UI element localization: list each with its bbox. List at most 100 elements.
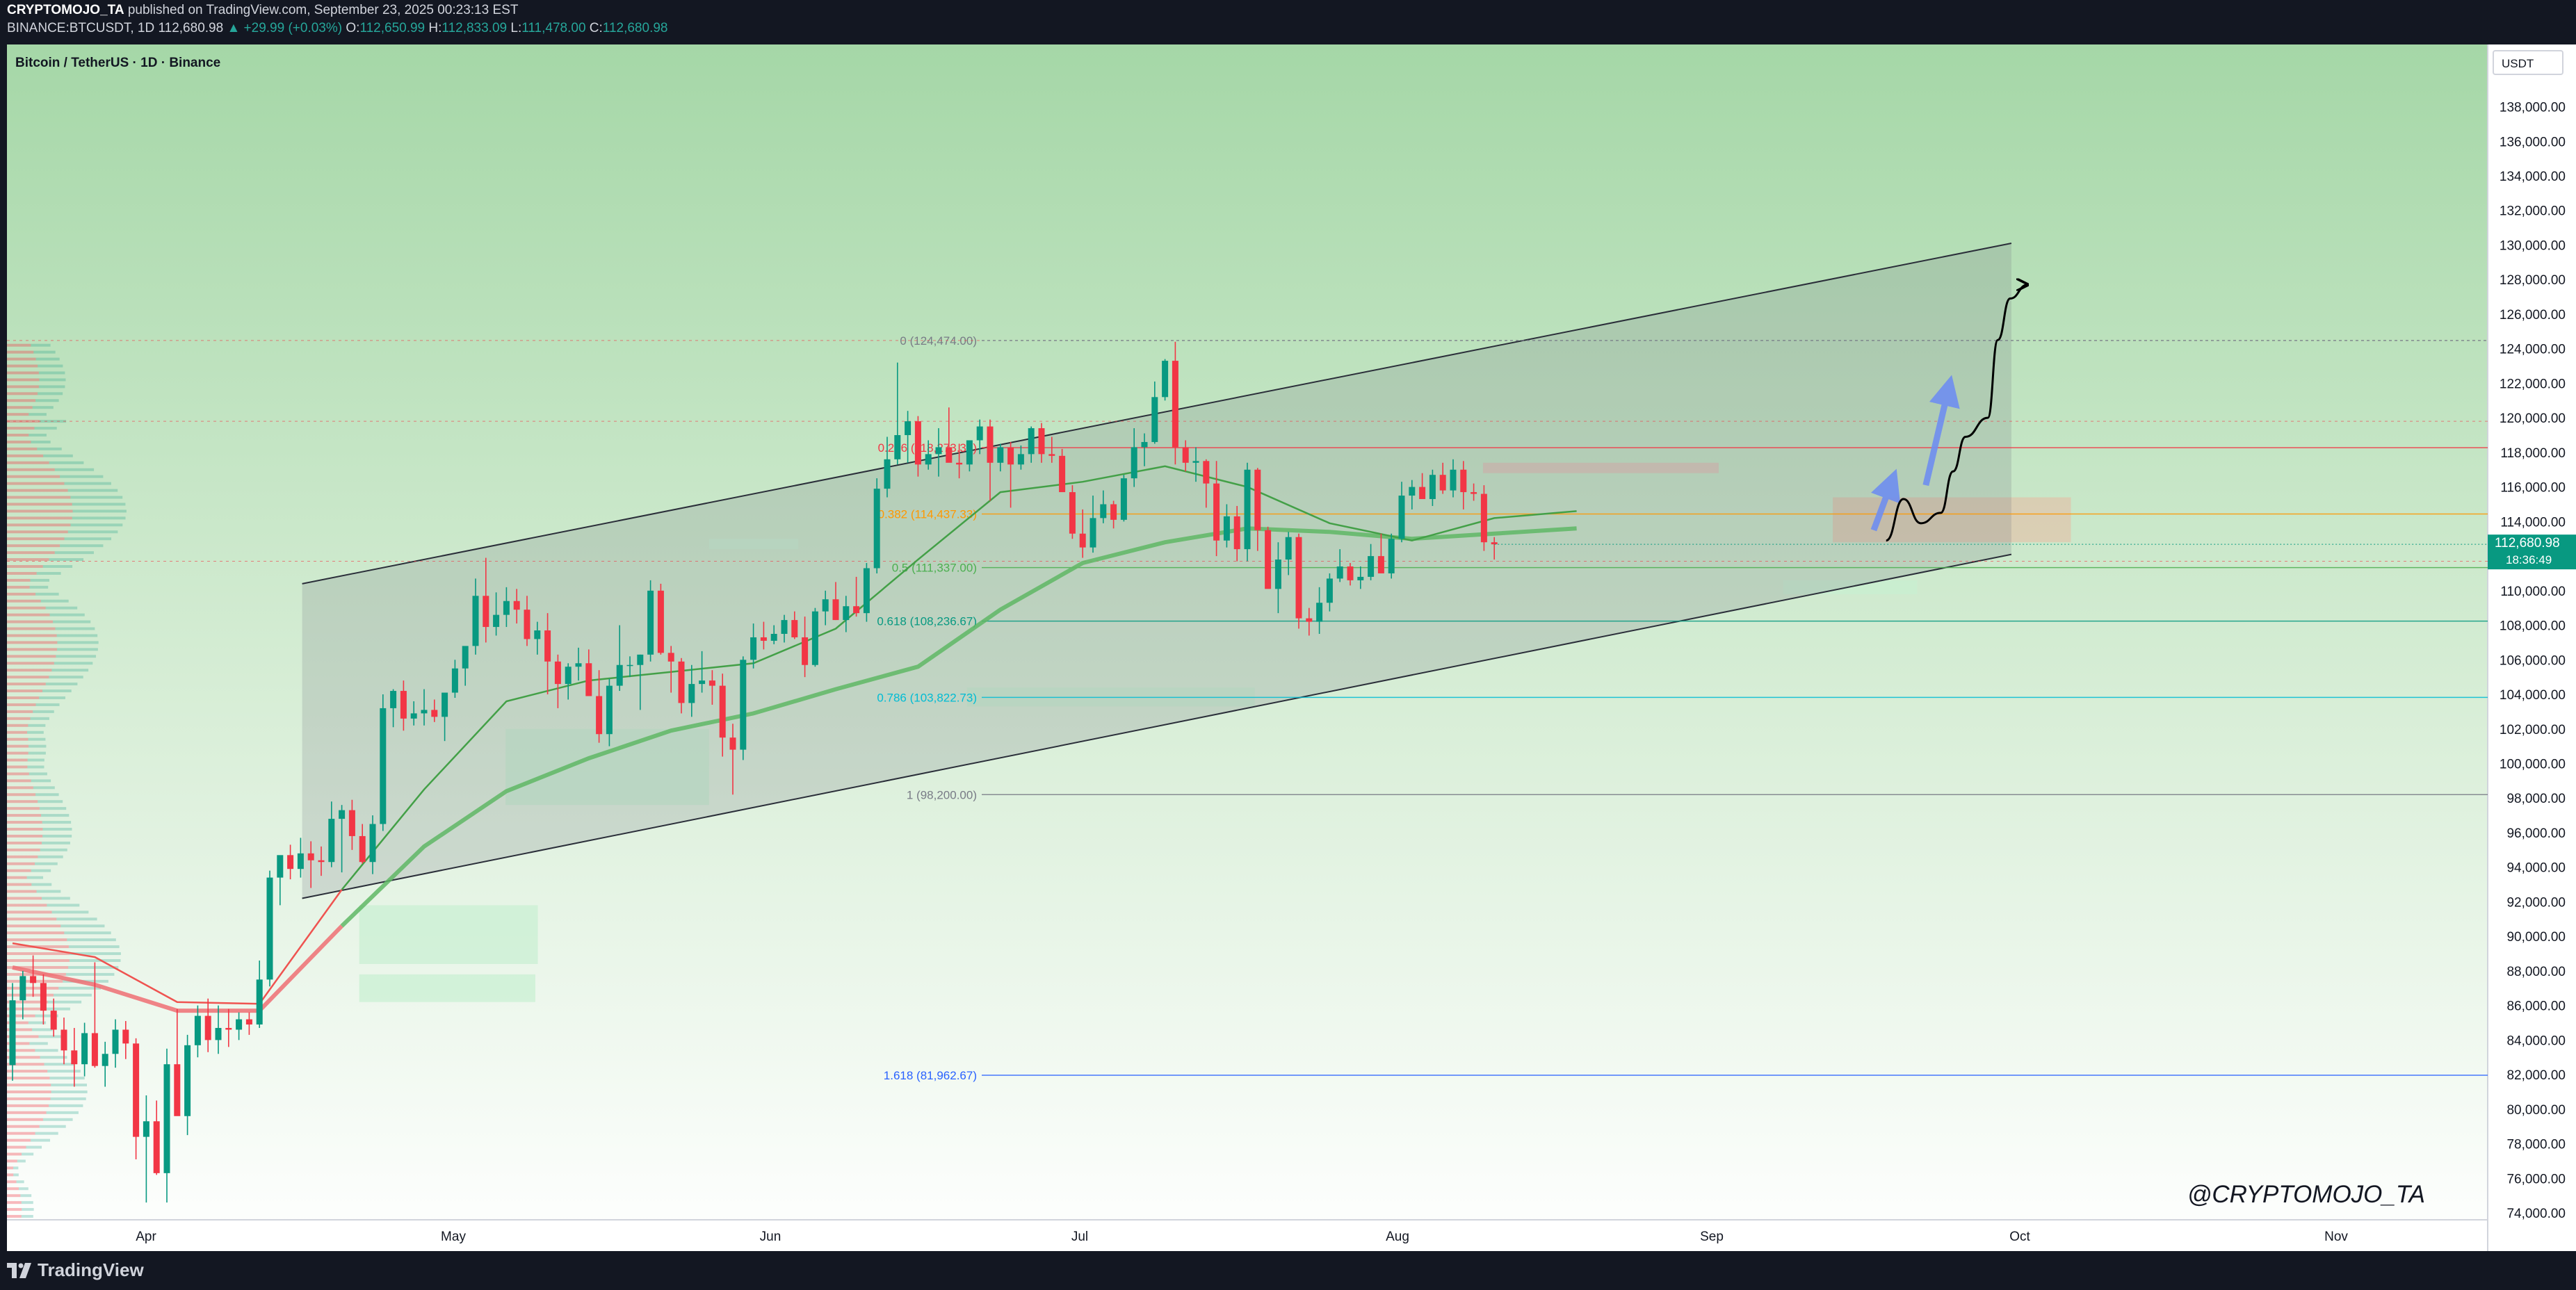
volume-profile-bar (7, 662, 54, 665)
candle-body (1285, 537, 1292, 560)
volume-profile-bar (43, 454, 73, 457)
volume-profile-bar (36, 890, 61, 893)
candle-body (822, 599, 829, 612)
candle-body (925, 454, 932, 465)
chart-header: CRYPTOMOJO_TA published on TradingView.c… (0, 0, 2576, 44)
candle-body (184, 1045, 191, 1116)
volume-profile-bar (35, 592, 59, 596)
candle-body (626, 664, 633, 667)
price-axis[interactable] (2488, 44, 2576, 1251)
fib-level-label: 1 (98,200.00) (907, 788, 977, 801)
candle-body (215, 1027, 222, 1040)
volume-profile-bar (7, 434, 29, 437)
tradingview-logo[interactable]: TradingView (7, 1259, 144, 1281)
volume-profile-bar (7, 1132, 35, 1135)
price-tick-label: 136,000.00 (2500, 135, 2566, 149)
volume-profile-bar (7, 683, 46, 686)
volume-profile-bar (7, 724, 29, 727)
bar-countdown: 18:36:49 (2506, 553, 2552, 566)
price-tick-label: 130,000.00 (2500, 238, 2566, 253)
volume-profile-bar (30, 578, 49, 582)
volume-profile-bar (7, 786, 33, 790)
volume-profile-bar (7, 689, 42, 693)
candle-body (544, 630, 551, 662)
volume-profile-bar (7, 669, 52, 672)
fibonacci-retracement[interactable]: 0 (124,474.00) 0.236 (118,273.34) 0.382 (1… (7, 334, 2488, 1082)
volume-profile-bar (42, 689, 72, 693)
volume-profile-bar (7, 509, 73, 513)
volume-profile-bar (51, 1084, 87, 1087)
volume-profile-bar (51, 1090, 88, 1093)
volume-profile-bar (46, 1111, 79, 1114)
fib-level-label: 0.618 (108,236.67) (877, 615, 977, 628)
volume-profile-bar (7, 454, 44, 457)
price-tick-label: 88,000.00 (2506, 965, 2566, 979)
price-tick-label: 104,000.00 (2500, 688, 2566, 703)
volume-profile-bar (7, 599, 41, 603)
time-axis[interactable] (7, 1220, 2488, 1251)
price-tick-label: 94,000.00 (2506, 861, 2566, 876)
volume-profile-bar (7, 821, 42, 824)
volume-profile-bar (7, 385, 39, 389)
volume-profile-bar (38, 392, 63, 395)
candle-body (1460, 469, 1467, 493)
volume-profile-bar (7, 1125, 40, 1128)
volume-profile-bar (7, 1000, 48, 1004)
price-axis-labels: 74,000.00 76,000.00 78,000.00 80,000.00 82,0… (2500, 101, 2566, 1222)
volume-profile-bar (7, 1077, 50, 1080)
volume-profile-bar (7, 530, 68, 534)
volume-profile-bar (7, 676, 49, 679)
volume-profile-bar (7, 503, 72, 506)
candle-body (1274, 560, 1281, 589)
volume-profile-bar (7, 779, 31, 783)
volume-profile-bar (7, 1063, 44, 1066)
candle-body (50, 1011, 57, 1030)
volume-profile-bar (30, 717, 49, 720)
volume-profile-bar (47, 1070, 81, 1073)
price-chart[interactable]: 0 (124,474.00) 0.236 (118,273.34) 0.382 (1… (0, 44, 2576, 1251)
volume-profile-bar (7, 1035, 39, 1038)
volume-profile-bar (7, 827, 43, 831)
price-tick-label: 132,000.00 (2500, 204, 2566, 219)
volume-profile-bar (7, 834, 43, 838)
volume-profile-bar (7, 1138, 31, 1142)
candle-body (1357, 576, 1364, 580)
volume-profile-bar (29, 585, 49, 589)
volume-profile-bar (28, 724, 46, 727)
candle-body (1439, 475, 1446, 491)
order-block-zones (359, 462, 2071, 1002)
volume-profile-bar (64, 931, 111, 935)
tradingview-icon (7, 1262, 31, 1278)
volume-profile-bar (54, 468, 95, 471)
candle-body (832, 599, 839, 621)
volume-profile-bar (7, 1104, 49, 1107)
volume-profile-bar (70, 496, 123, 499)
price-tick-label: 128,000.00 (2500, 273, 2566, 288)
volume-profile-bar (32, 406, 54, 409)
volume-profile-bar (69, 958, 121, 962)
volume-profile-bar (44, 1063, 75, 1066)
volume-profile-bar (31, 1138, 51, 1142)
volume-profile-bar (53, 620, 91, 623)
candle-body (1192, 461, 1199, 463)
candle-body (1110, 504, 1117, 520)
projection-drawing[interactable] (1870, 285, 2027, 542)
volume-profile-bar (67, 530, 118, 534)
volume-profile-bar (7, 737, 29, 741)
publisher-name[interactable]: CRYPTOMOJO_TA (7, 3, 124, 17)
channel-fill (302, 243, 2011, 899)
volume-profile-bar (40, 599, 69, 603)
time-tick-label: Apr (136, 1230, 156, 1244)
volume-profile-bar (47, 1000, 82, 1004)
volume-profile-bar (7, 578, 31, 582)
volume-profile-bar (13, 1173, 19, 1177)
volume-profile-bar (27, 765, 44, 769)
volume-profile-bar (21, 1201, 33, 1205)
volume-profile-bar (67, 938, 116, 942)
candle-body (245, 1019, 252, 1024)
price-tick-label: 98,000.00 (2506, 792, 2566, 806)
currency-selector[interactable] (2493, 50, 2563, 75)
volume-profile-bar (31, 779, 51, 783)
candle-body (946, 447, 953, 463)
candle-body (163, 1064, 170, 1173)
